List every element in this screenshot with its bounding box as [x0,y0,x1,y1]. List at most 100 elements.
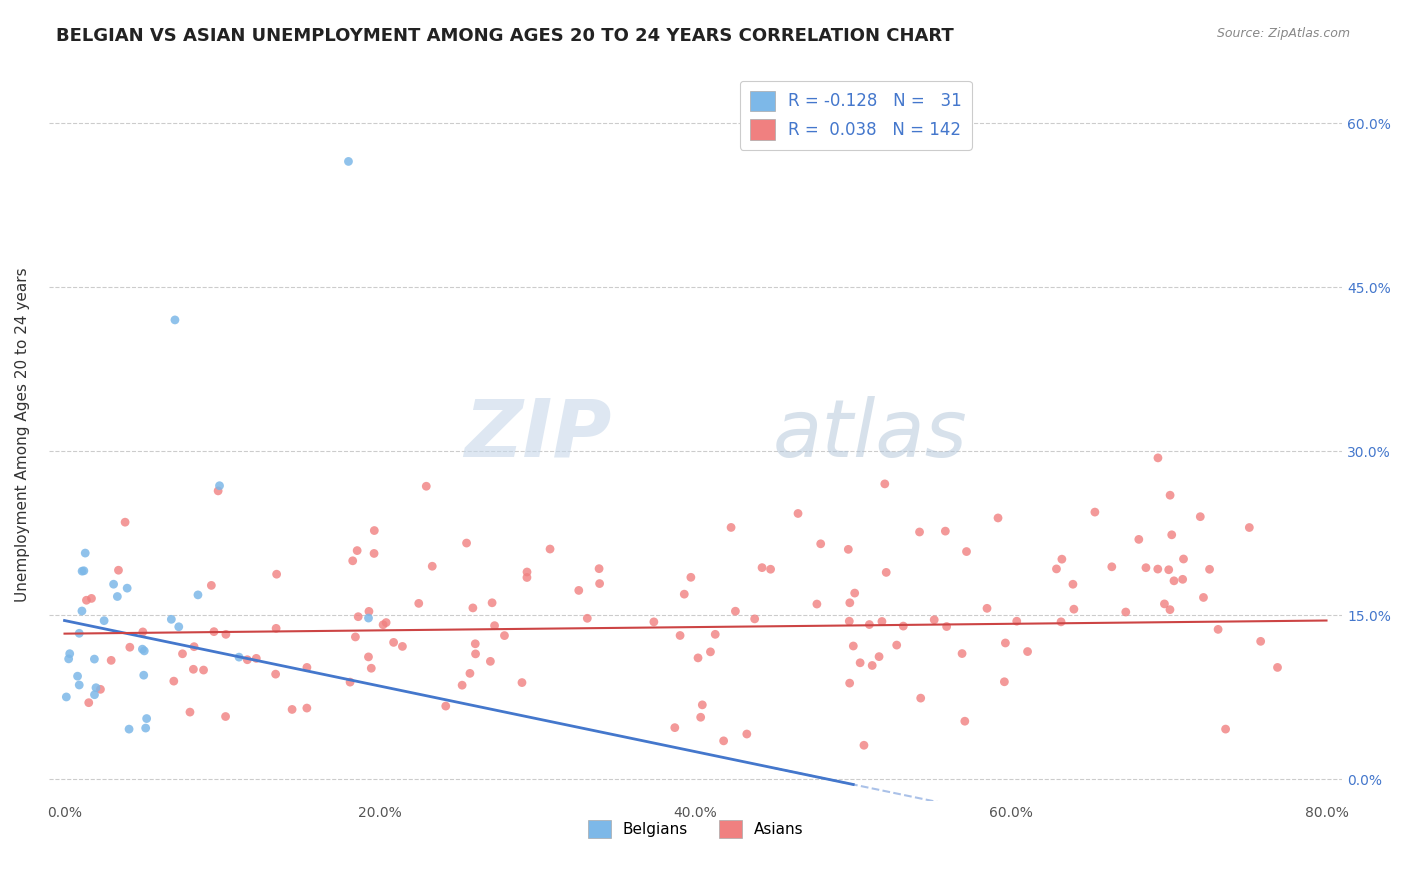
Point [75,593,97,607]
Point [1159,602,1181,616]
Point [75,546,97,560]
Point [420,559,443,574]
Point [281,702,304,716]
Point [93,614,115,628]
Point [643,615,665,629]
Y-axis label: Unemployment Among Ages 20 to 24 years: Unemployment Among Ages 20 to 24 years [15,268,30,602]
Point [66,669,89,683]
Point [339,675,361,690]
Point [679,570,702,584]
Point [363,546,385,560]
Point [1101,559,1123,574]
Point [70,564,93,578]
Point [456,536,478,550]
Point [163,674,186,689]
Point [751,560,773,574]
Point [202,624,225,639]
Point [838,676,860,690]
Point [934,524,956,538]
Point [115,581,138,595]
Point [451,678,474,692]
Point [1157,563,1180,577]
Point [132,624,155,639]
Point [1250,634,1272,648]
Point [131,642,153,657]
Point [344,630,367,644]
Point [842,639,865,653]
Point [868,649,890,664]
Point [699,645,721,659]
Point [1128,533,1150,547]
Point [134,644,156,658]
Point [1173,552,1195,566]
Point [193,663,215,677]
Point [1267,660,1289,674]
Point [484,618,506,632]
Point [408,596,430,610]
Point [1050,615,1073,629]
Point [371,617,394,632]
Point [1147,450,1170,465]
Point [1062,577,1084,591]
Point [759,562,782,576]
Point [1159,488,1181,502]
Point [910,691,932,706]
Text: BELGIAN VS ASIAN UNEMPLOYMENT AMONG AGES 20 TO 24 YEARS CORRELATION CHART: BELGIAN VS ASIAN UNEMPLOYMENT AMONG AGES… [56,27,955,45]
Point [510,675,533,690]
Point [208,479,231,493]
Point [810,537,832,551]
Point [207,483,229,498]
Point [228,650,250,665]
Point [245,651,267,665]
Point [1163,574,1185,588]
Point [346,543,368,558]
Point [858,617,880,632]
Point [118,722,141,736]
Point [415,479,437,493]
Point [1206,623,1229,637]
Point [160,612,183,626]
Point [1160,528,1182,542]
Point [132,668,155,682]
Point [873,476,896,491]
Point [266,567,288,582]
Point [200,578,222,592]
Point [516,565,538,579]
Point [135,712,157,726]
Point [922,613,945,627]
Text: Source: ZipAtlas.com: Source: ZipAtlas.com [1216,27,1350,40]
Point [1146,562,1168,576]
Point [458,666,481,681]
Point [89,682,111,697]
Point [73,564,96,578]
Point [689,710,711,724]
Point [464,647,486,661]
Point [852,738,875,752]
Point [357,611,380,625]
Point [875,566,897,580]
Point [870,615,893,629]
Point [264,621,287,635]
Point [1198,562,1220,576]
Point [337,154,360,169]
Point [669,628,692,642]
Point [295,660,318,674]
Point [713,734,735,748]
Point [1050,552,1073,566]
Point [107,563,129,577]
Point [461,601,484,615]
Point [183,662,205,676]
Point [360,661,382,675]
Point [479,654,502,668]
Point [100,653,122,667]
Point [363,524,385,538]
Point [1115,605,1137,619]
Point [837,542,859,557]
Point [80,591,103,606]
Point [347,609,370,624]
Point [67,678,90,692]
Point [1239,520,1261,534]
Point [576,611,599,625]
Point [538,542,561,557]
Point [735,727,758,741]
